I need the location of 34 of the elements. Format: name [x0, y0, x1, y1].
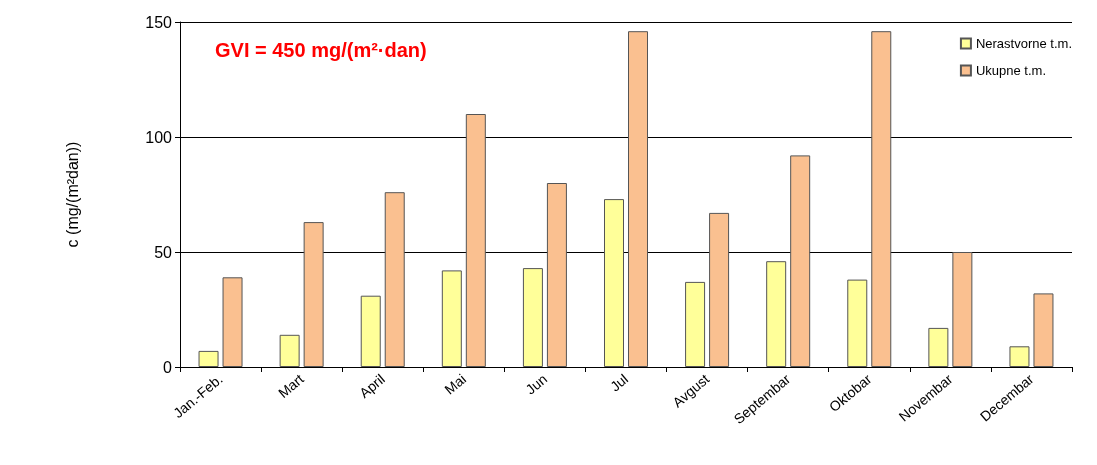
bar — [685, 281, 706, 367]
bar — [1033, 293, 1054, 367]
y-tick-label: 0 — [163, 358, 173, 376]
bar — [222, 277, 243, 367]
bar — [709, 212, 730, 367]
legend-label: Ukupne t.m. — [975, 63, 1047, 78]
x-tick-label: Mart — [275, 370, 307, 402]
y-axis-title: c (mg/(m²dan)) — [63, 141, 81, 248]
bar — [303, 222, 324, 367]
bar — [198, 350, 219, 367]
bar — [847, 279, 868, 367]
x-tick-label: Mai — [441, 370, 469, 398]
bar — [790, 155, 811, 367]
bar — [604, 199, 624, 367]
x-tick-label: Jul — [607, 370, 632, 395]
annotation: GVI = 450 mg/(m²·dan) — [215, 39, 427, 61]
y-tick-label: 100 — [145, 128, 173, 146]
bar — [384, 192, 405, 367]
y-tick-label: 50 — [154, 243, 173, 261]
bar — [465, 114, 486, 367]
bar — [1009, 346, 1030, 367]
y-tick-label: 150 — [145, 13, 173, 31]
bar — [871, 31, 892, 367]
bar — [766, 261, 787, 367]
bar — [279, 334, 300, 367]
bar — [952, 252, 973, 367]
bar — [928, 327, 949, 367]
bar — [546, 183, 567, 367]
legend-label: Nerastvorne t.m. — [975, 36, 1073, 51]
bar — [360, 295, 381, 367]
bar — [522, 268, 543, 367]
x-tick-label: Jun — [522, 370, 551, 398]
bar — [441, 270, 462, 367]
bar — [628, 31, 648, 367]
